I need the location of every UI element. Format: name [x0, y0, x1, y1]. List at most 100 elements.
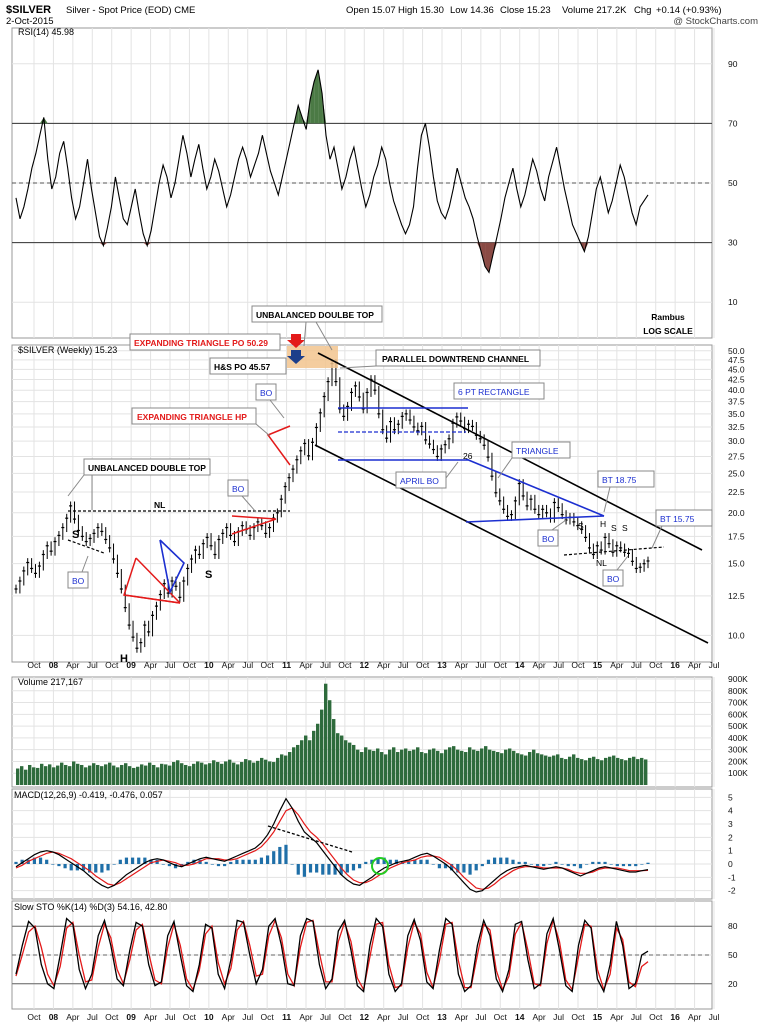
volume-bar — [224, 761, 228, 785]
volume-value: Volume 217.2K — [562, 5, 627, 16]
volume-bar — [616, 757, 620, 785]
high-value: High 15.30 — [398, 5, 444, 16]
x-tick-label: Jul — [398, 1012, 409, 1022]
grid-lines — [12, 28, 715, 1009]
x-tick-label: Jul — [242, 660, 253, 670]
macd-histogram-bar — [597, 861, 601, 864]
volume-bar — [592, 756, 596, 785]
macd-histogram-bar — [321, 864, 325, 875]
macd-histogram-bar — [419, 859, 423, 864]
rsi-line — [15, 69, 649, 274]
x-tick-label: Oct — [649, 1012, 663, 1022]
volume-bar — [320, 709, 324, 785]
x-tick-label: Jul — [553, 1012, 564, 1022]
red-triangle-3 — [266, 425, 291, 466]
macd-histogram-bar — [548, 864, 552, 865]
volume-bar — [276, 757, 280, 785]
macd-histogram-bar — [124, 857, 129, 864]
x-tick-label: Oct — [494, 1012, 508, 1022]
volume-bar — [80, 764, 84, 785]
macd-histogram-bar — [333, 864, 337, 875]
volume-bar — [388, 749, 392, 785]
volume-bar — [124, 763, 128, 785]
x-tick-label: Jul — [165, 1012, 176, 1022]
x-tick-label: Jul — [87, 660, 98, 670]
pointer-line — [339, 365, 377, 369]
volume-bar — [376, 748, 380, 785]
macd-histogram-bar — [57, 864, 61, 867]
volume-bar — [156, 767, 160, 785]
price-y-tick: 30.0 — [728, 436, 745, 446]
macd-histogram-bar — [88, 864, 92, 873]
macd-line — [15, 797, 649, 893]
volume-bar — [180, 763, 184, 785]
bo-label-5: BO — [607, 574, 620, 584]
volume-bar — [216, 762, 220, 785]
low-value: Low 14.36 — [450, 5, 494, 16]
label-box — [453, 382, 545, 400]
volume-bar — [208, 763, 212, 785]
x-tick-label: Apr — [66, 660, 79, 670]
pointer-line — [551, 519, 567, 531]
volume-bar — [532, 749, 536, 785]
macd-histogram-bar — [358, 864, 362, 869]
macd-histogram-bar — [339, 864, 343, 875]
volume-bar — [516, 753, 520, 785]
vol-y-tick: 700K — [728, 698, 748, 708]
x-tick-label: Oct — [338, 1012, 352, 1022]
volume-bar — [528, 752, 532, 785]
volume-bar — [188, 766, 192, 785]
volume-bar — [452, 746, 456, 785]
date: 2-Oct-2015 — [6, 16, 54, 27]
symbol: $SILVER — [6, 4, 51, 16]
macd-histogram-bar — [443, 864, 448, 869]
macd-histogram-bar — [364, 861, 368, 864]
macd-histogram-bar — [143, 857, 147, 864]
rsi-oversold-fill — [485, 242, 490, 273]
macd-y-tick: 4 — [728, 806, 733, 816]
shoulder-right-s: S — [205, 569, 212, 581]
macd-histogram-bar — [578, 864, 583, 869]
macd-histogram-bar — [388, 859, 392, 864]
price-frame — [11, 344, 713, 663]
volume-bar — [256, 760, 260, 785]
pointer-line — [269, 399, 285, 419]
sto-y-tick: 20 — [728, 979, 738, 989]
label-box — [131, 407, 257, 425]
price-y-tick: 42.5 — [728, 375, 745, 385]
volume-bar — [344, 740, 348, 785]
volume-bar — [492, 750, 496, 785]
volume-bar — [568, 756, 572, 785]
volume-bar — [360, 752, 364, 785]
vol-y-tick: 400K — [728, 733, 748, 743]
vol-y-tick: 200K — [728, 756, 748, 766]
volume-bar — [524, 755, 528, 785]
volume-title: Volume 217,167 — [18, 677, 83, 687]
volume-bar — [44, 766, 48, 785]
x-tick-label: Jul — [475, 1012, 486, 1022]
volume-bar — [304, 735, 308, 785]
macd-histogram-bar — [69, 864, 73, 871]
nl-label-right: NL — [596, 558, 607, 568]
volume-bar — [324, 683, 328, 785]
rsi-y-tick: 50 — [728, 178, 738, 188]
volume-bar — [600, 760, 604, 785]
copyright: @ StockCharts.com — [673, 16, 758, 27]
x-tick-label: Jul — [709, 660, 720, 670]
volume-bar — [428, 749, 432, 785]
macd-histogram-bar — [302, 864, 306, 877]
volume-bar — [164, 764, 168, 785]
macd-histogram-bar — [634, 864, 638, 867]
volume-bar — [400, 749, 404, 785]
volume-bar — [468, 747, 472, 785]
volume-bar — [500, 753, 504, 785]
blue-arrow-icon — [287, 350, 305, 364]
hs-po-label: H&S PO 45.57 — [214, 362, 270, 372]
macd-y-tick: -2 — [728, 886, 736, 896]
macd-histogram-bar — [308, 864, 313, 873]
volume-bar — [48, 764, 52, 785]
x-tick-label: Jul — [553, 660, 564, 670]
macd-y-tick: 5 — [728, 792, 733, 802]
bt-1875-label: BT 18.75 — [602, 475, 637, 485]
macd-histogram-bar — [118, 859, 122, 864]
